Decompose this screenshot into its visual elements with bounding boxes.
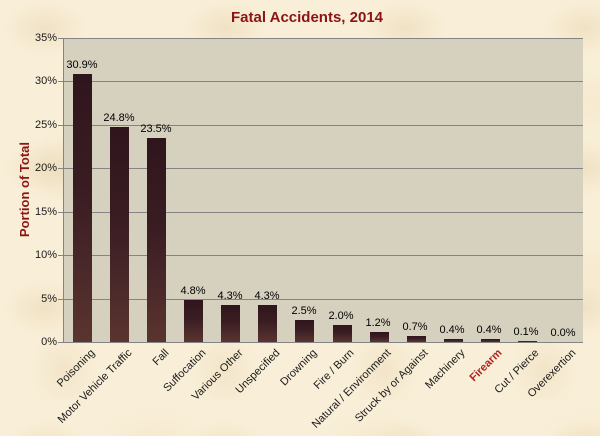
gridline-25pct	[64, 125, 583, 126]
bar-fire-burn	[333, 325, 352, 342]
bar-fall	[147, 138, 166, 342]
y-tick-label-25pct: 25%	[34, 119, 57, 131]
plot-area	[63, 38, 583, 343]
y-tick-mark-35pct	[58, 38, 63, 39]
bar-natural-environment	[370, 332, 389, 342]
bar-suffocation	[184, 300, 203, 342]
y-tick-mark-10pct	[58, 255, 63, 256]
y-tick-mark-5pct	[58, 299, 63, 300]
data-label: 1.2%	[365, 317, 391, 329]
gridline-20pct	[64, 168, 583, 169]
bar-firearm	[481, 339, 500, 342]
data-label: 24.8%	[103, 112, 135, 124]
bar-cut-pierce	[518, 341, 537, 342]
bar-poisoning	[73, 74, 92, 342]
y-tick-mark-15pct	[58, 212, 63, 213]
data-label: 0.0%	[550, 327, 576, 339]
data-label: 0.1%	[513, 326, 539, 338]
data-label: 0.7%	[402, 321, 428, 333]
gridline-30pct	[64, 81, 583, 82]
data-label: 23.5%	[140, 123, 172, 135]
y-tick-label-35pct: 35%	[34, 32, 57, 44]
bar-machinery	[444, 339, 463, 342]
gridline-10pct	[64, 255, 583, 256]
y-tick-mark-30pct	[58, 81, 63, 82]
y-tick-label-30pct: 30%	[34, 75, 57, 87]
data-label: 2.0%	[328, 310, 354, 322]
bar-struck-by-or-against	[407, 336, 426, 342]
data-label: 0.4%	[476, 324, 502, 336]
data-label: 0.4%	[439, 324, 465, 336]
y-tick-mark-25pct	[58, 125, 63, 126]
bar-unspecified	[258, 305, 277, 342]
y-tick-label-15pct: 15%	[34, 206, 57, 218]
gridline-15pct	[64, 212, 583, 213]
bar-various-other	[221, 305, 240, 342]
y-tick-mark-20pct	[58, 168, 63, 169]
bar-motor-vehicle-traffic	[110, 127, 129, 342]
y-tick-label-20pct: 20%	[34, 162, 57, 174]
gridline-35pct	[64, 38, 583, 39]
y-axis-title-text: Portion of Total	[16, 142, 32, 238]
y-tick-label-0pct: 0%	[41, 336, 57, 348]
data-label: 4.3%	[217, 290, 243, 302]
y-tick-label-5pct: 5%	[41, 293, 57, 305]
data-label: 2.5%	[291, 305, 317, 317]
gridline-5pct	[64, 299, 583, 300]
data-label: 4.3%	[254, 290, 280, 302]
chart-title: Fatal Accidents, 2014	[230, 9, 383, 26]
data-label: 30.9%	[66, 59, 98, 71]
y-tick-label-10pct: 10%	[34, 249, 57, 261]
data-label: 4.8%	[180, 285, 206, 297]
bar-drowning	[295, 320, 314, 342]
y-tick-mark-0pct	[58, 342, 63, 343]
